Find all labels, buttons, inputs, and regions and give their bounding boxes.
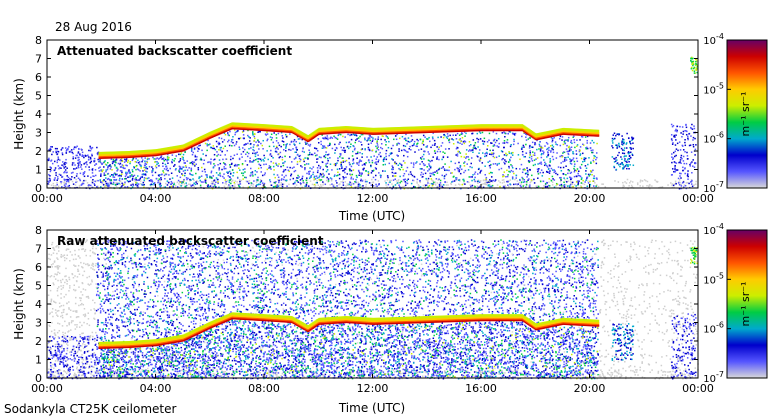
- colorbar-tick-label: 10-4: [703, 222, 724, 237]
- x-axis-ticks-2: 00:00 04:00 08:00 12:00 16:00 20:00 00:00: [31, 230, 714, 395]
- date-label: 28 Aug 2016: [55, 20, 132, 34]
- y-tick-label: 6: [35, 71, 42, 84]
- y-tick-label: 0: [35, 372, 42, 385]
- x-tick-label: 20:00: [574, 382, 606, 395]
- x-tick-label: 16:00: [465, 382, 497, 395]
- y-tick-label: 3: [35, 317, 42, 330]
- y-tick-label: 8: [35, 34, 42, 47]
- colorbar-tick-label: 10-4: [703, 32, 724, 47]
- y-tick-label: 1: [35, 354, 42, 367]
- y-tick-label: 4: [35, 108, 42, 121]
- colorbar-tick-label: 10-5: [703, 271, 724, 286]
- x-tick-label: 00:00: [682, 192, 714, 205]
- y-tick-label: 1: [35, 164, 42, 177]
- colorbar-tick-label: 10-6: [703, 321, 724, 336]
- colorbar-1: 10-7 10-6 10-5 10-4 m⁻¹ sr⁻¹: [703, 32, 768, 195]
- x-axis-label-1: Time (UTC): [338, 209, 405, 223]
- y-axis-ticks-2: 0 1 2 3 4 5 6 7 8: [35, 224, 698, 385]
- x-axis-ticks-1: 00:00 04:00 08:00 12:00 16:00 20:00 00:00: [31, 40, 714, 205]
- y-tick-label: 5: [35, 280, 42, 293]
- x-tick-label: 16:00: [465, 192, 497, 205]
- y-tick-label: 7: [35, 53, 42, 66]
- colorbar-unit-label: m⁻¹ sr⁻¹: [739, 282, 752, 327]
- colorbar-tick-label: 10-7: [703, 370, 724, 385]
- x-tick-label: 00:00: [682, 382, 714, 395]
- x-tick-label: 00:00: [31, 192, 63, 205]
- colorbar-gradient: [726, 39, 768, 189]
- colorbar-unit-label: m⁻¹ sr⁻¹: [739, 92, 752, 137]
- y-tick-label: 5: [35, 90, 42, 103]
- colorbar-gradient: [726, 229, 768, 379]
- x-tick-label: 20:00: [574, 192, 606, 205]
- x-tick-label: 12:00: [357, 192, 389, 205]
- x-tick-label: 04:00: [140, 192, 172, 205]
- x-tick-label: 12:00: [357, 382, 389, 395]
- x-tick-label: 08:00: [248, 382, 280, 395]
- x-tick-label: 04:00: [140, 382, 172, 395]
- y-tick-label: 0: [35, 182, 42, 195]
- colorbar-2: 10-7 10-6 10-5 10-4 m⁻¹ sr⁻¹: [703, 222, 768, 385]
- colorbar-tick-label: 10-5: [703, 81, 724, 96]
- footer-label: Sodankyla CT25K ceilometer: [4, 402, 177, 416]
- heatmap-layer-1: [46, 39, 699, 190]
- x-axis-label-2: Time (UTC): [338, 401, 405, 415]
- y-axis-label-1: Height (km): [12, 78, 26, 149]
- colorbar-tick-label: 10-7: [703, 180, 724, 195]
- y-axis-label-2: Height (km): [12, 268, 26, 339]
- y-axis-ticks-1: 0 1 2 3 4 5 6 7 8: [35, 34, 698, 195]
- y-tick-label: 8: [35, 224, 42, 237]
- panel-attenuated-backscatter: Attenuated backscatter coefficient 00:00…: [12, 34, 714, 223]
- x-tick-label: 08:00: [248, 192, 280, 205]
- y-tick-label: 4: [35, 298, 42, 311]
- y-tick-label: 2: [35, 335, 42, 348]
- y-tick-label: 7: [35, 243, 42, 256]
- panel-title-2: Raw attenuated backscatter coefficient: [57, 234, 324, 248]
- y-tick-label: 6: [35, 261, 42, 274]
- y-tick-label: 2: [35, 145, 42, 158]
- y-tick-label: 3: [35, 127, 42, 140]
- colorbar-tick-label: 10-6: [703, 131, 724, 146]
- panel-raw-attenuated-backscatter: Raw attenuated backscatter coefficient 0…: [12, 224, 714, 415]
- panel-title-1: Attenuated backscatter coefficient: [57, 44, 292, 58]
- x-tick-label: 00:00: [31, 382, 63, 395]
